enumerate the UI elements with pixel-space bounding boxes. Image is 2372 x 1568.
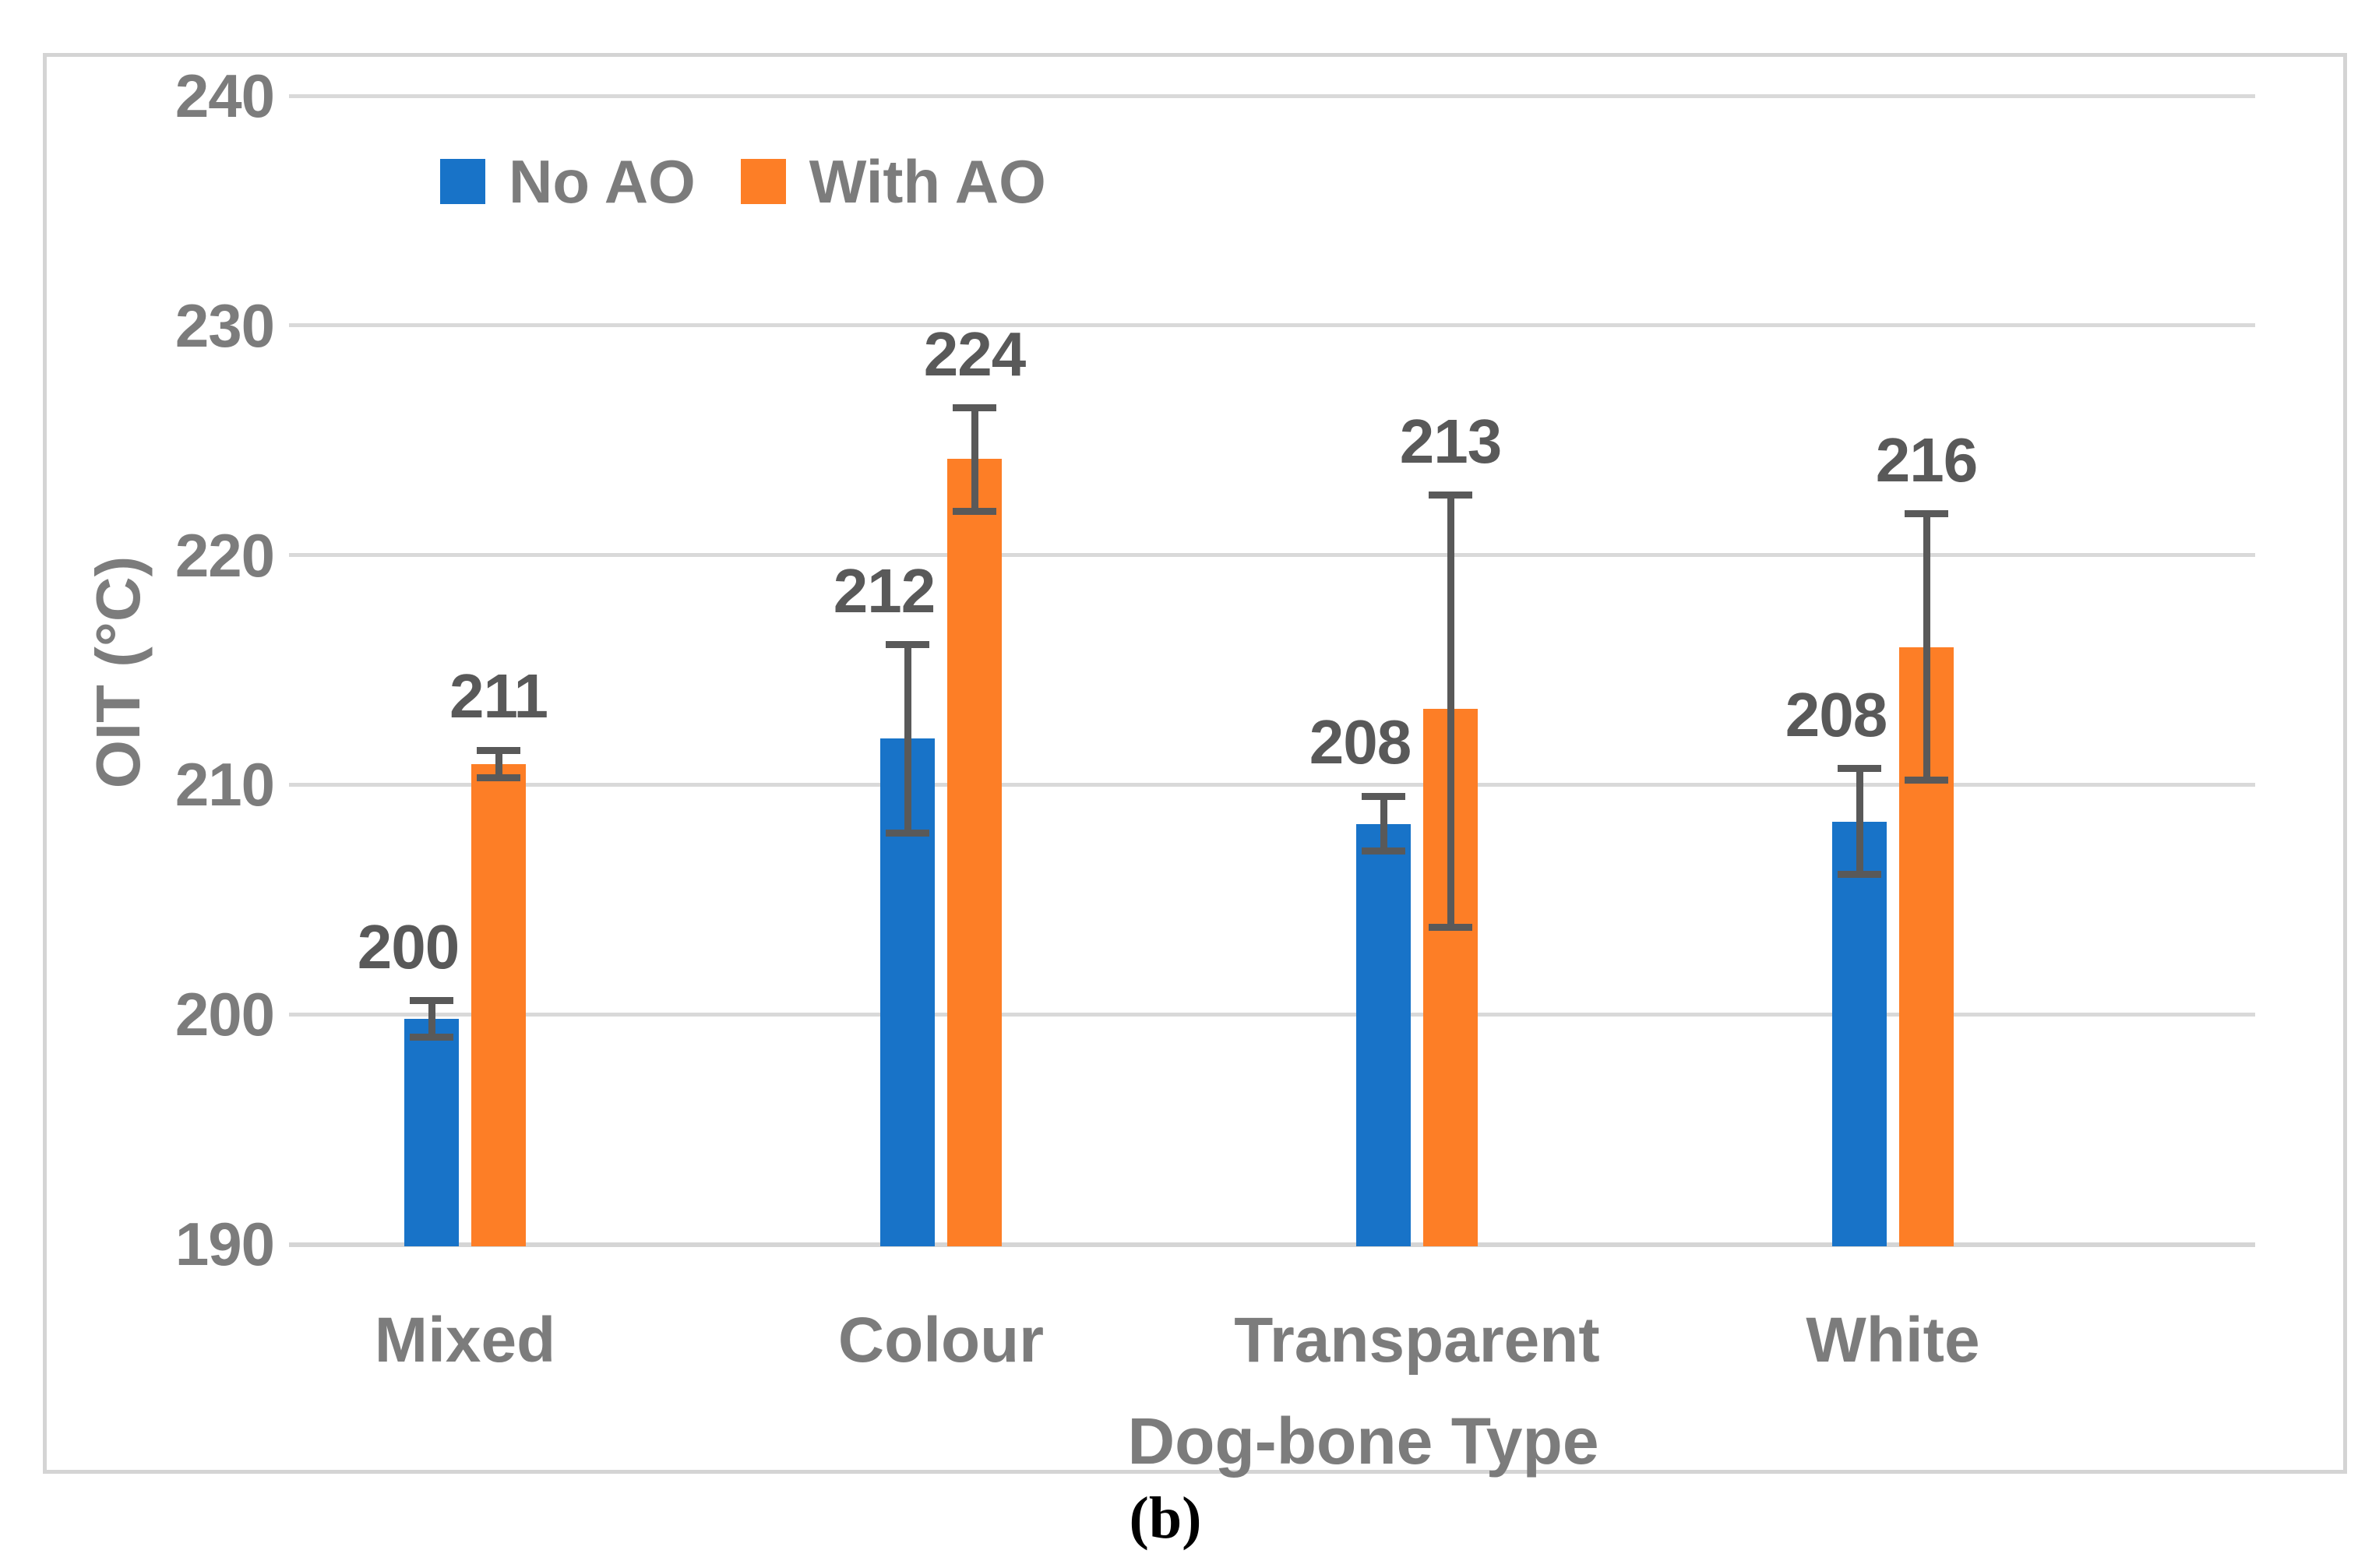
gridline-190 (289, 1242, 2255, 1247)
gridline-240 (289, 93, 2255, 98)
error-bar-cap-bottom (886, 829, 929, 837)
error-bar-cap-bottom (1362, 847, 1405, 855)
y-tick-label-210: 210 (174, 750, 275, 819)
y-tick-label-200: 200 (174, 980, 275, 1049)
data-label-no-ao-mixed: 200 (357, 911, 460, 981)
data-label-no-ao-white: 208 (1785, 679, 1887, 749)
error-bar-cap-top (1838, 765, 1881, 773)
error-bar-line (1856, 768, 1863, 875)
data-label-with-ao-white: 216 (1875, 425, 1978, 495)
error-bar-cap-bottom (477, 774, 520, 782)
data-label-with-ao-colour: 224 (923, 319, 1026, 389)
x-category-label-white: White (1806, 1305, 1980, 1376)
error-bar-cap-top (1362, 792, 1405, 800)
legend: No AO With AO (440, 147, 1091, 216)
legend-swatch-no-ao (440, 159, 485, 204)
error-bar-cap-top (953, 404, 996, 412)
error-bar-line (495, 750, 502, 778)
gridline-200 (289, 1012, 2255, 1017)
figure-caption: (b) (1129, 1485, 1202, 1551)
chart-figure: OIT (°C) No AO With AO 200 211 212 224 208 21… (43, 53, 2347, 1478)
data-label-with-ao-mixed: 211 (449, 661, 548, 731)
bar-no-ao-mixed (404, 1019, 459, 1246)
plot-area: 200 211 212 224 208 213 208 216 (289, 93, 2255, 1247)
error-bar-cap-top (1429, 492, 1472, 499)
legend-swatch-with-ao (740, 159, 786, 204)
error-bar-line (1923, 513, 1930, 780)
error-bar-cap-bottom (1838, 870, 1881, 878)
legend-item-with-ao: With AO (740, 147, 1046, 216)
data-label-no-ao-transparent: 208 (1309, 707, 1412, 777)
error-bar-cap-bottom (1905, 777, 1948, 784)
error-bar-cap-bottom (410, 1034, 453, 1041)
error-bar-line (971, 407, 978, 512)
bar-no-ao-transparent (1356, 823, 1411, 1246)
y-tick-label-230: 230 (174, 291, 275, 360)
x-category-label-colour: Colour (837, 1305, 1045, 1376)
error-bar-cap-top (886, 641, 929, 649)
y-tick-label-240: 240 (174, 62, 275, 130)
gridline-230 (289, 323, 2255, 328)
error-bar-cap-bottom (953, 508, 996, 516)
x-category-label-mixed: Mixed (374, 1305, 556, 1376)
bar-no-ao-white (1832, 821, 1887, 1246)
gridline-220 (289, 553, 2255, 558)
legend-label-with-ao: With AO (809, 147, 1046, 216)
data-label-no-ao-colour: 212 (833, 555, 936, 625)
data-label-with-ao-transparent: 213 (1399, 406, 1502, 476)
error-bar-cap-top (477, 746, 520, 754)
error-bar-cap-top (1905, 510, 1948, 518)
y-tick-label-190: 190 (174, 1210, 275, 1278)
bar-with-ao-colour (947, 458, 1002, 1246)
error-bar-line (1380, 796, 1387, 851)
y-tick-label-220: 220 (174, 520, 275, 590)
bar-with-ao-mixed (471, 763, 526, 1246)
error-bar-cap-bottom (1429, 923, 1472, 931)
legend-label-no-ao: No AO (509, 147, 696, 216)
error-bar-line (1447, 495, 1454, 928)
error-bar-cap-top (410, 997, 453, 1004)
legend-item-no-ao: No AO (440, 147, 696, 216)
error-bar-line (428, 1000, 435, 1038)
x-category-label-transparent: Transparent (1234, 1305, 1600, 1376)
y-axis-title: OIT (°C) (83, 555, 153, 789)
gridline-210 (289, 782, 2255, 787)
error-bar-line (904, 644, 911, 833)
x-axis-title: Dog-bone Type (1127, 1404, 1599, 1478)
